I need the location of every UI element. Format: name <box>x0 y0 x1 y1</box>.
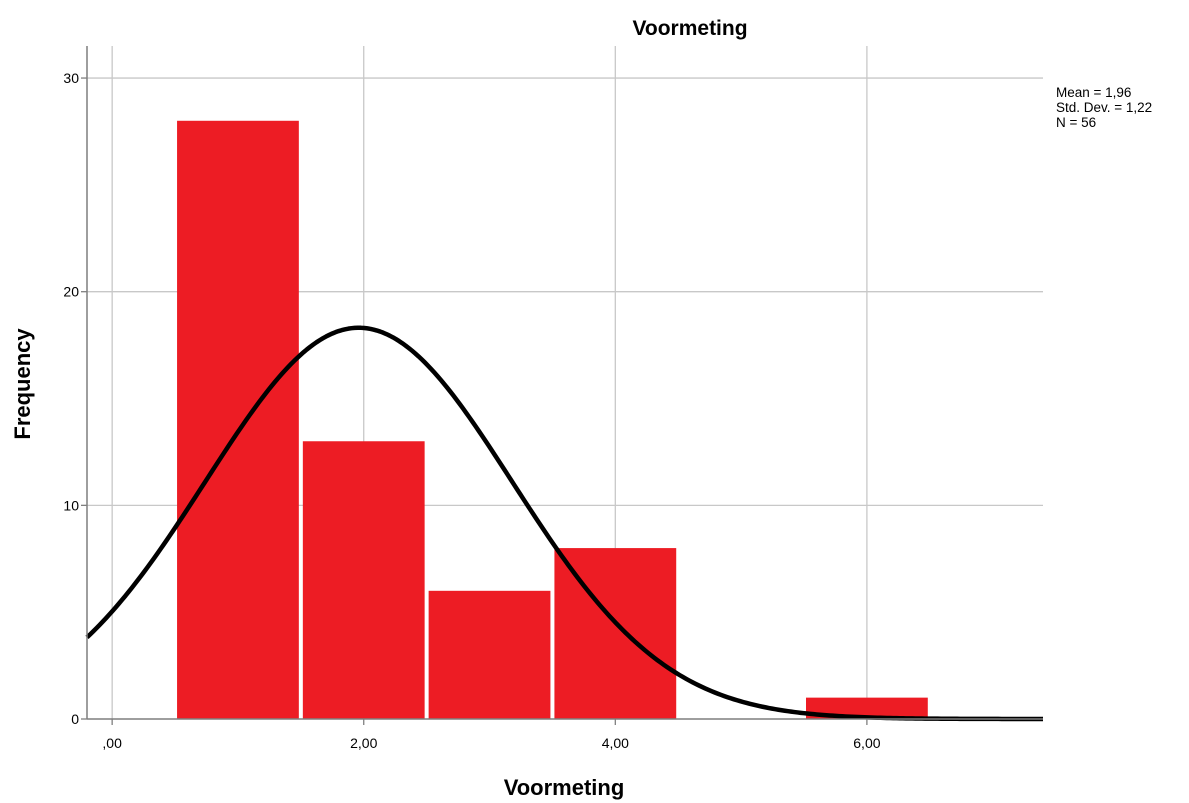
normal-curve <box>85 325 1043 722</box>
x-tick-label-1: 2,00 <box>350 735 377 751</box>
y-tick-label-3: 30 <box>63 70 79 86</box>
y-tick-label-0: 0 <box>71 711 79 727</box>
chart-title: Voormeting <box>632 17 747 40</box>
histogram-bar-5 <box>806 697 928 719</box>
stats-box: Mean = 1,96 Std. Dev. = 1,22 N = 56 <box>1056 85 1152 130</box>
tick-labels: 0 10 20 30 ,00 2,00 4,00 6,00 <box>63 70 880 751</box>
axes <box>81 46 1043 725</box>
bars <box>177 120 928 720</box>
y-tick-label-1: 10 <box>63 497 79 513</box>
histogram-bar-2 <box>428 590 551 719</box>
x-tick-label-2: 4,00 <box>602 735 629 751</box>
stat-mean: Mean = 1,96 <box>1056 85 1131 100</box>
x-axis-label: Voormeting <box>504 775 625 800</box>
normal-curve-line <box>85 325 1043 722</box>
histogram-bar-1 <box>302 441 425 719</box>
x-tick-label-0: ,00 <box>102 735 122 751</box>
y-axis-label: Frequency <box>10 328 35 440</box>
x-tick-label-3: 6,00 <box>853 735 880 751</box>
y-tick-label-2: 20 <box>63 284 79 300</box>
stat-std-dev: Std. Dev. = 1,22 <box>1056 100 1152 115</box>
histogram-bar-0 <box>177 120 299 720</box>
stat-n: N = 56 <box>1056 115 1096 130</box>
